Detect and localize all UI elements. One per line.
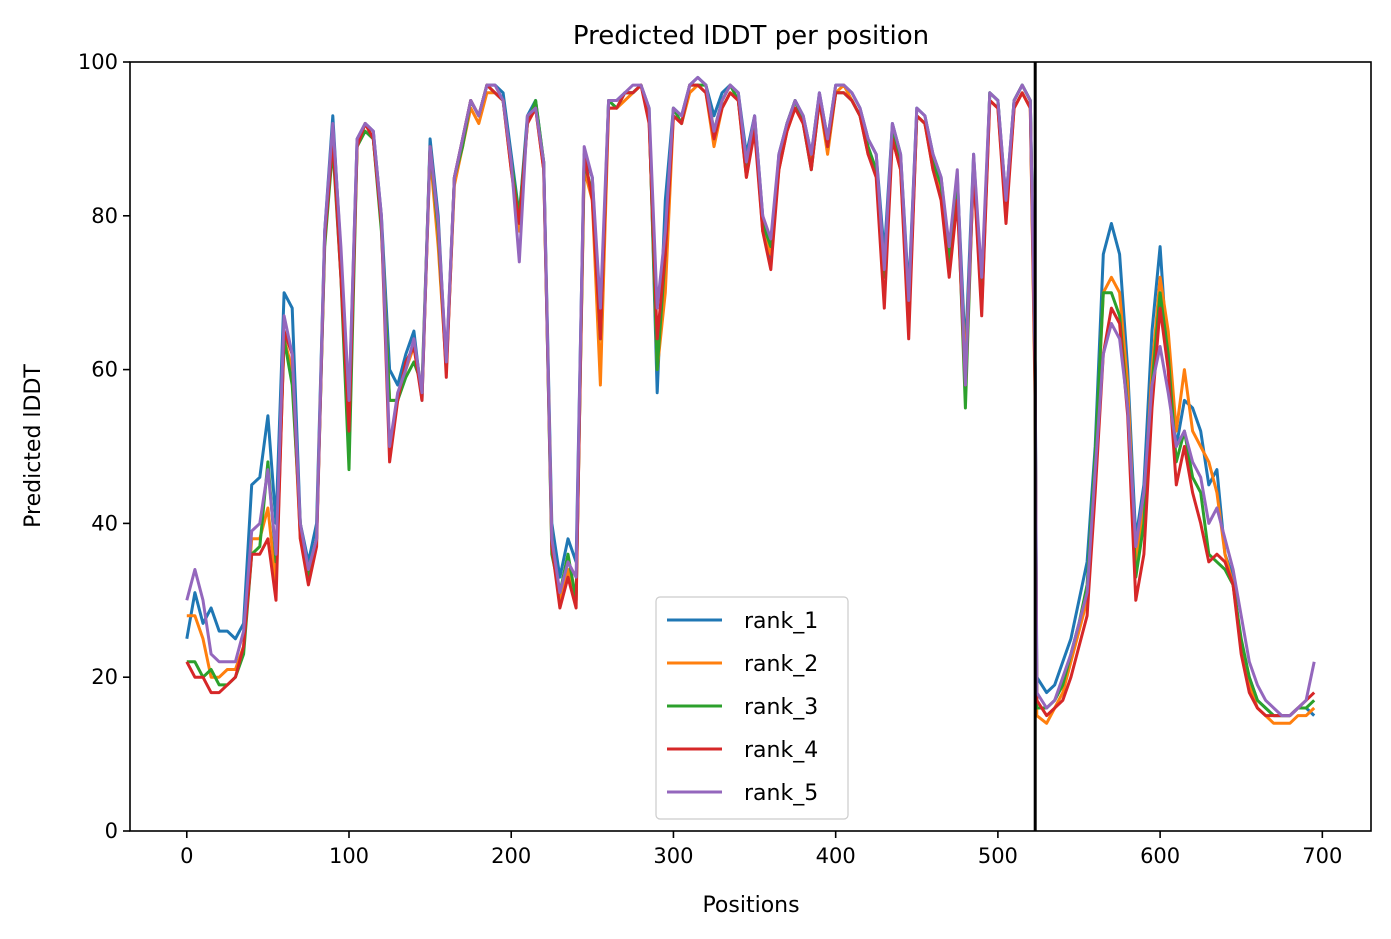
y-tick-label: 80: [91, 204, 118, 228]
y-tick-label: 20: [91, 665, 118, 689]
x-tick-label: 700: [1302, 844, 1342, 868]
legend-label: rank_1: [744, 609, 818, 634]
legend: rank_1 rank_2 rank_3 rank_4 rank_5: [655, 596, 849, 820]
legend-label: rank_3: [744, 695, 818, 720]
series-group: [185, 75, 1316, 725]
x-axis-label: Positions: [702, 893, 799, 918]
legend-label: rank_2: [744, 652, 818, 677]
y-tick-label: 40: [91, 511, 118, 535]
y-tick-label: 100: [78, 50, 118, 74]
x-tick-label: 400: [816, 844, 856, 868]
x-tick-label: 500: [978, 844, 1018, 868]
y-axis-label: Predicted lDDT: [21, 364, 46, 528]
legend-label: rank_5: [744, 781, 818, 806]
y-tick-label: 60: [91, 358, 118, 382]
x-axis-ticks: 0 100 200 300 400 500 600 700: [180, 831, 1342, 868]
x-tick-label: 200: [491, 844, 531, 868]
x-tick-label: 600: [1140, 844, 1180, 868]
series-line-rank-5: [185, 75, 1316, 718]
y-tick-label: 0: [105, 819, 118, 843]
x-tick-label: 100: [329, 844, 369, 868]
x-tick-label: 300: [653, 844, 693, 868]
legend-box: [655, 596, 849, 820]
chart-title: Predicted lDDT per position: [573, 21, 929, 51]
y-axis-ticks: 0 20 40 60 80 100: [78, 50, 130, 843]
plot-frame: [129, 61, 1372, 832]
x-tick-label: 0: [180, 844, 193, 868]
plot-area: [129, 61, 1372, 832]
legend-label: rank_4: [744, 738, 818, 763]
